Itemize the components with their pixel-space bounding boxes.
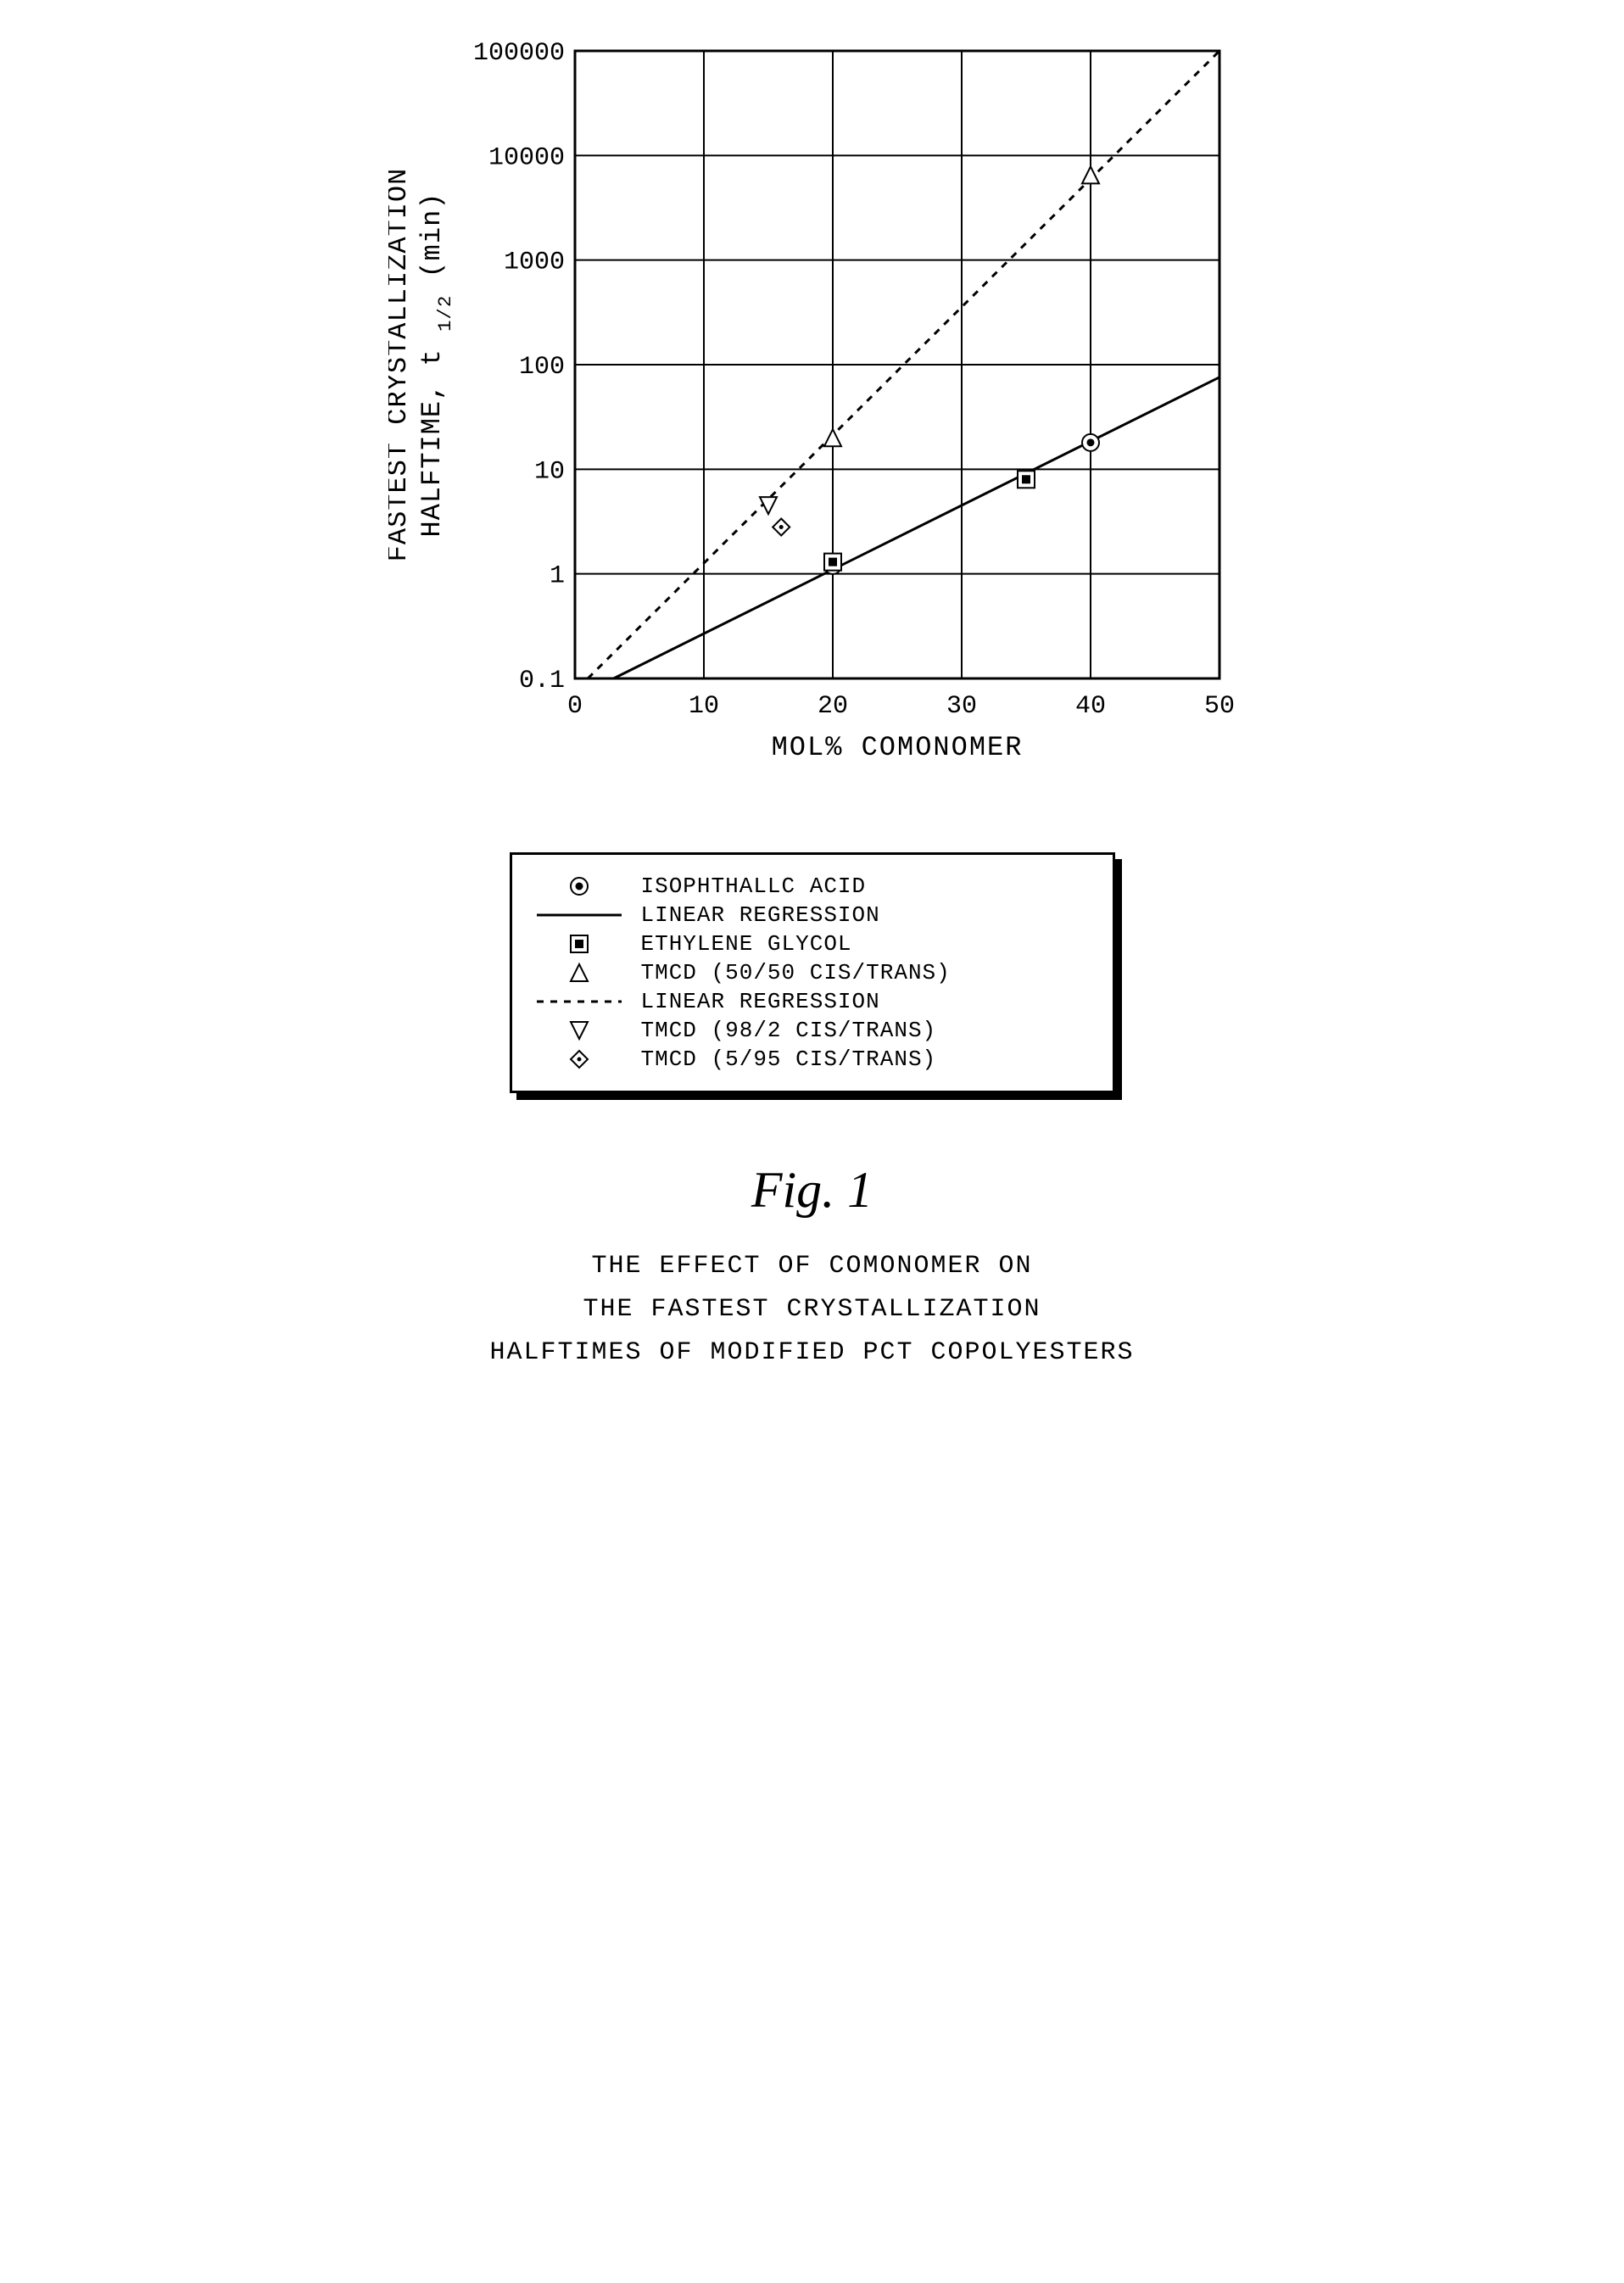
svg-text:1000: 1000	[503, 248, 564, 277]
legend-swatch	[533, 904, 626, 926]
legend-swatch	[533, 1019, 626, 1041]
svg-text:10: 10	[533, 457, 564, 486]
legend-swatch	[533, 962, 626, 984]
legend-label: ETHYLENE GLYCOL	[641, 931, 852, 957]
legend-item: TMCD (5/95 CIS/TRANS)	[533, 1047, 1092, 1072]
legend-label: TMCD (98/2 CIS/TRANS)	[641, 1018, 937, 1043]
svg-text:40: 40	[1074, 692, 1105, 721]
svg-text:MOL% COMONOMER: MOL% COMONOMER	[771, 732, 1023, 763]
page: 0 10 20 30 40 50 0.1 1 10 100 1000 10000 100000 MOL% …	[388, 34, 1236, 1375]
legend-item: LINEAR REGRESSION	[533, 902, 1092, 928]
legend-item: TMCD (50/50 CIS/TRANS)	[533, 960, 1092, 985]
svg-text:20: 20	[817, 692, 847, 721]
legend-label: TMCD (5/95 CIS/TRANS)	[641, 1047, 937, 1072]
svg-text:0.1: 0.1	[518, 667, 564, 695]
caption-line: THE EFFECT OF COMONOMER ON	[388, 1245, 1236, 1288]
svg-text:100: 100	[518, 353, 564, 382]
svg-text:30: 30	[946, 692, 976, 721]
svg-text:HALFTIME, t 1/2 (min): HALFTIME, t 1/2 (min)	[416, 193, 456, 538]
legend-label: LINEAR REGRESSION	[641, 989, 880, 1014]
svg-text:50: 50	[1203, 692, 1234, 721]
svg-text:10: 10	[688, 692, 718, 721]
svg-text:0: 0	[566, 692, 582, 721]
caption-line: THE FASTEST CRYSTALLIZATION	[388, 1288, 1236, 1331]
legend-label: TMCD (50/50 CIS/TRANS)	[641, 960, 951, 985]
figure-label: Fig. 1	[388, 1161, 1236, 1220]
legend-swatch	[533, 1048, 626, 1070]
legend: ISOPHTHALLC ACID LINEAR REGRESSION ETHYLEN…	[510, 852, 1115, 1093]
legend-swatch	[533, 991, 626, 1013]
legend-item: LINEAR REGRESSION	[533, 989, 1092, 1014]
svg-text:10000: 10000	[488, 143, 564, 172]
legend-item: ISOPHTHALLC ACID	[533, 874, 1092, 899]
chart-container: 0 10 20 30 40 50 0.1 1 10 100 1000 10000 100000 MOL% …	[388, 34, 1236, 801]
legend-item: TMCD (98/2 CIS/TRANS)	[533, 1018, 1092, 1043]
figure-caption: THE EFFECT OF COMONOMER ON THE FASTEST C…	[388, 1245, 1236, 1375]
legend-swatch	[533, 875, 626, 897]
svg-text:FASTEST CRYSTALLIZATION: FASTEST CRYSTALLIZATION	[388, 168, 414, 562]
svg-text:100000: 100000	[472, 39, 564, 68]
caption-line: HALFTIMES OF MODIFIED PCT COPOLYESTERS	[388, 1331, 1236, 1375]
legend-label: ISOPHTHALLC ACID	[641, 874, 867, 899]
legend-item: ETHYLENE GLYCOL	[533, 931, 1092, 957]
legend-swatch	[533, 933, 626, 955]
svg-text:1: 1	[549, 562, 564, 591]
legend-label: LINEAR REGRESSION	[641, 902, 880, 928]
chart-svg: 0 10 20 30 40 50 0.1 1 10 100 1000 10000 100000 MOL% …	[388, 34, 1236, 797]
